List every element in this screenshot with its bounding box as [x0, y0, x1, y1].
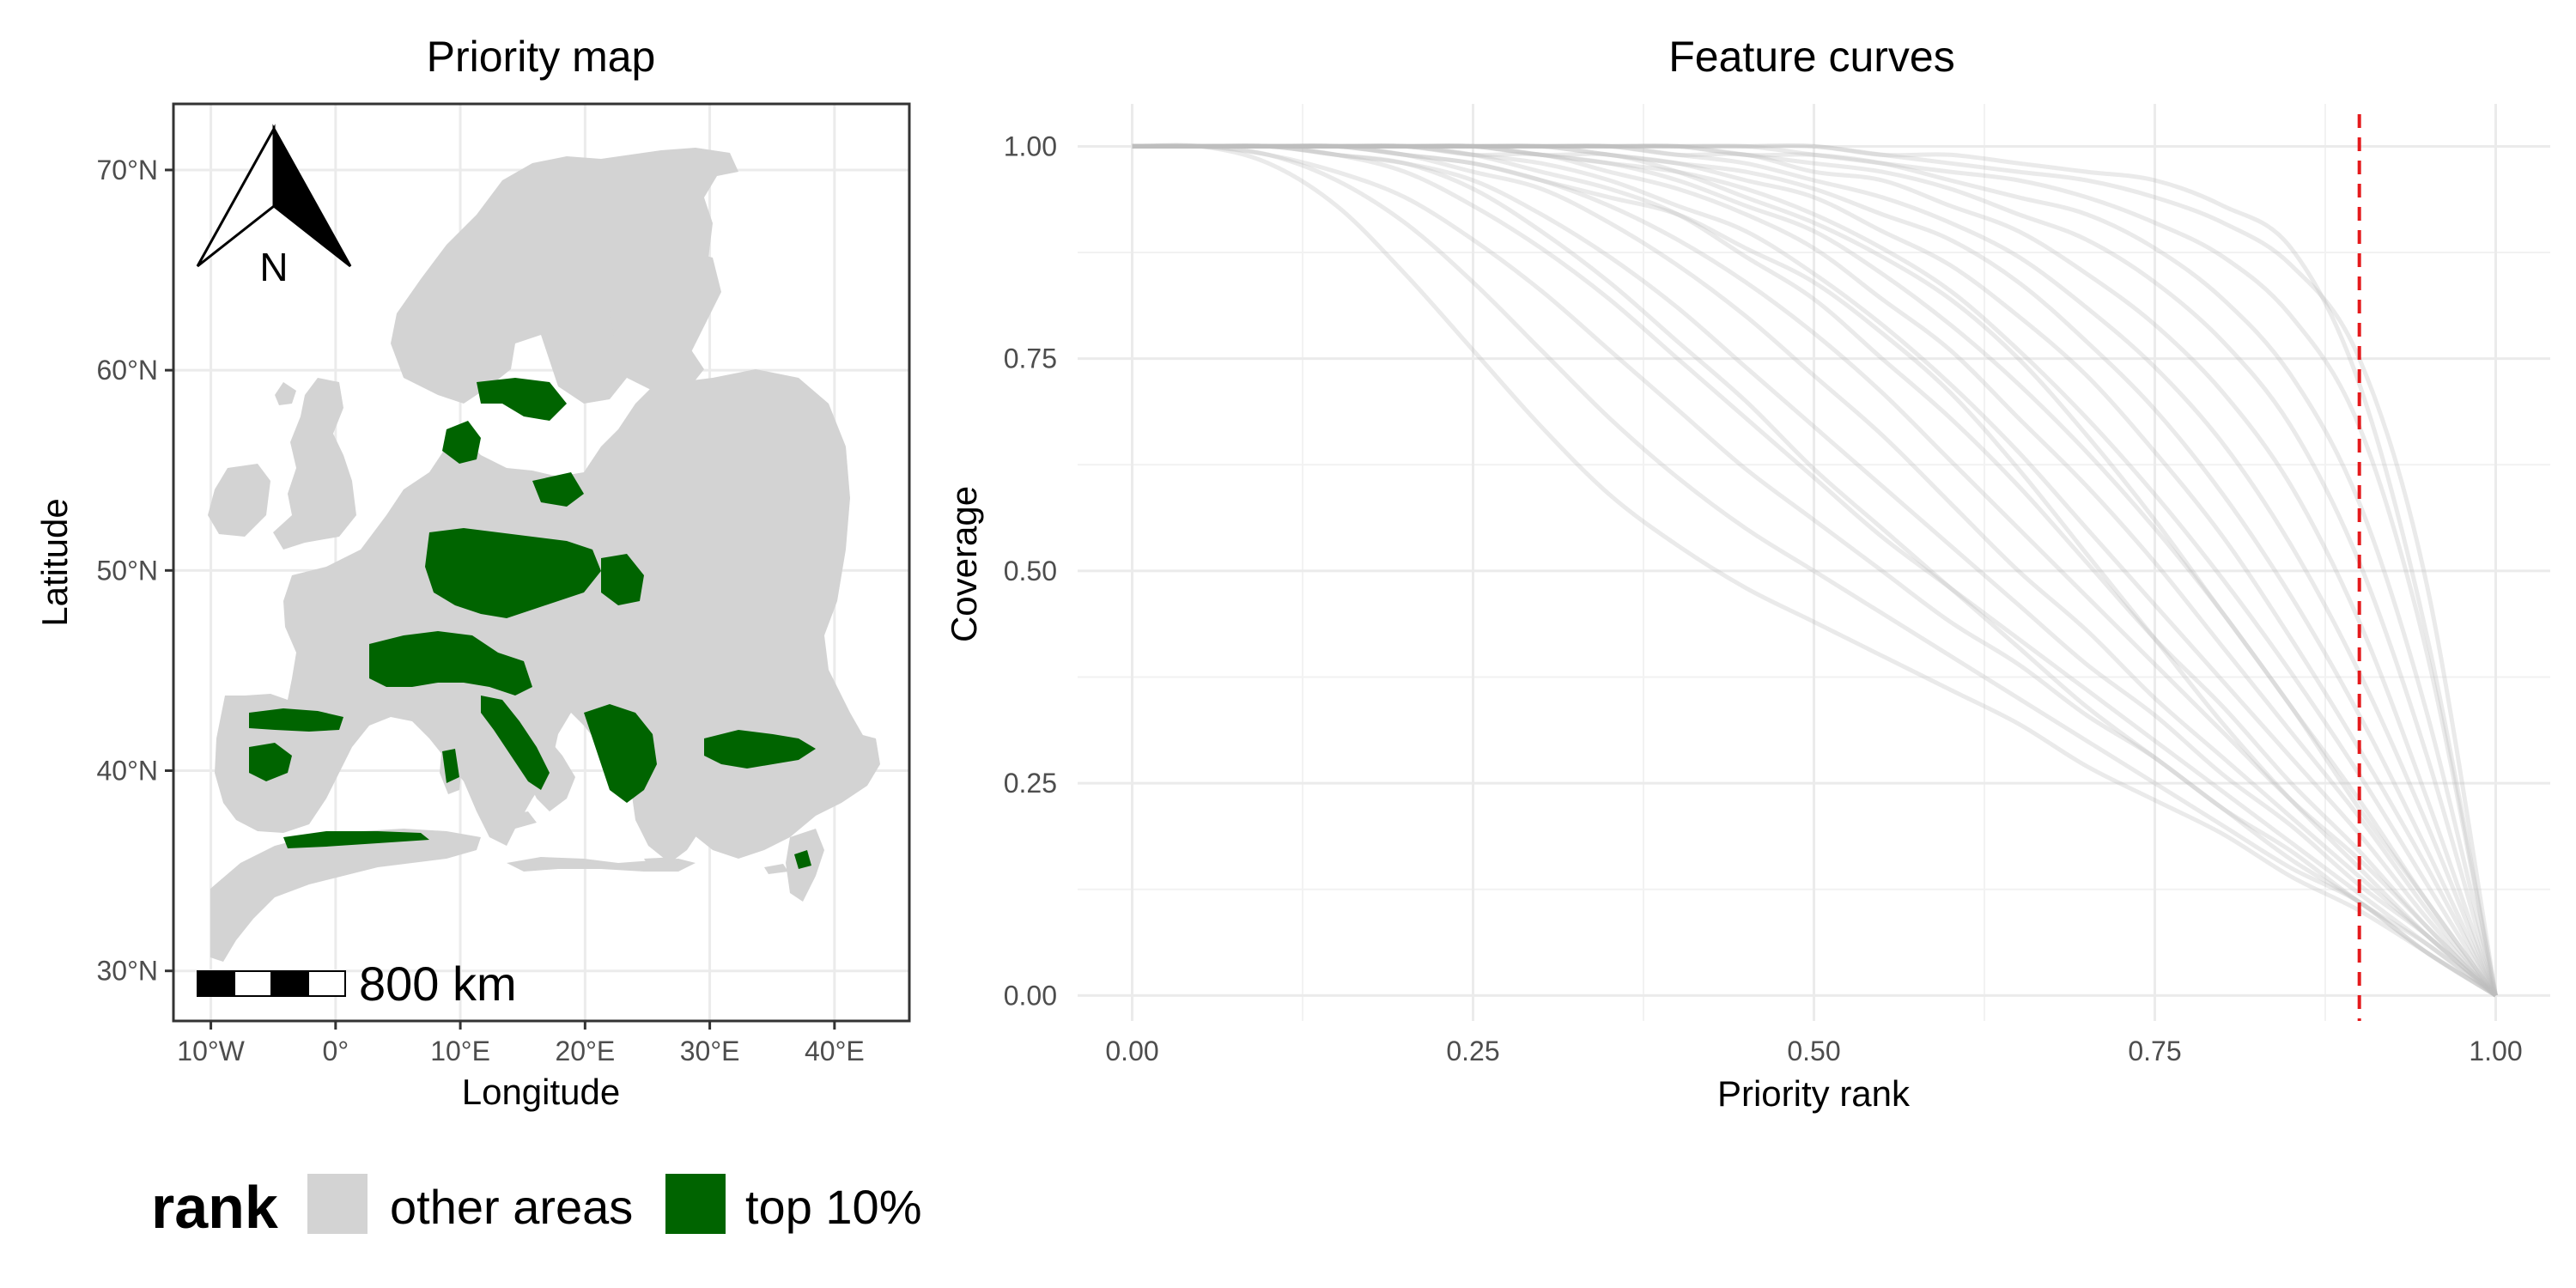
feature-curve-18: [1132, 143, 2498, 996]
feature-curve-5: [1132, 143, 2498, 998]
feature-curve-1: [1132, 143, 2497, 998]
top10-italy-apennines: [481, 696, 550, 790]
map-x-axis-title: Longitude: [462, 1072, 621, 1112]
map-x-tick-label-5: 40°E: [805, 1036, 865, 1066]
feature-curve-2: [1132, 143, 2497, 998]
crete-land: [644, 857, 678, 866]
feature-curve-21: [1132, 143, 2498, 996]
top10-sardinia: [442, 749, 459, 783]
top10-alps: [369, 631, 532, 696]
feature-curve-6: [1132, 143, 2498, 998]
map-x-tick-label-1: 0°: [323, 1036, 349, 1066]
finland-land: [610, 249, 721, 369]
curves-x-tick-label-1: 0.25: [1446, 1036, 1499, 1066]
legend-swatch-top-10: [665, 1174, 726, 1234]
map-y-tick-label-2: 50°N: [97, 555, 159, 586]
feature-curve-11: [1132, 143, 2498, 997]
map-y-tick-label-3: 60°N: [97, 355, 159, 386]
north-arrow-label: N: [259, 245, 288, 289]
curves-x-tick-label-2: 0.50: [1787, 1036, 1840, 1066]
feature-curve-10: [1132, 143, 2498, 997]
cyprus-land: [764, 864, 788, 874]
feature-curve-15: [1132, 143, 2498, 997]
top10-pyrenees: [249, 708, 343, 732]
feature-curve-12: [1132, 143, 2498, 997]
feature-curve-14: [1132, 143, 2498, 997]
map-y-tick-label-4: 70°N: [97, 155, 159, 185]
map-x-tick-label-3: 20°E: [555, 1036, 615, 1066]
north-arrow-right-half: [272, 124, 352, 268]
feature-curve-9: [1132, 143, 2498, 997]
top10-anatolia: [704, 730, 816, 769]
feature-curve-17: [1132, 143, 2498, 996]
north-africa-land: [210, 829, 481, 962]
curves-x-axis-title: Priority rank: [1717, 1073, 1911, 1114]
curves-y-axis-title: Coverage: [944, 486, 984, 642]
feature-curve-24: [1132, 143, 2498, 997]
curves-title: Feature curves: [1668, 33, 1954, 81]
legend-label-top-10: top 10%: [745, 1180, 922, 1234]
great-britain-land: [273, 378, 356, 550]
feature-curve-4: [1132, 143, 2497, 998]
map-tick-labels: 10°W 0° 10°E 20°E 30°E 40°E 30°N 40°N 50°N 60°N 70…: [97, 155, 865, 1066]
curves-y-tick-label-2: 0.50: [1004, 556, 1057, 586]
top10-iberia-south: [249, 743, 292, 781]
top10-balkans: [584, 704, 657, 803]
feature-curve-16: [1132, 143, 2498, 997]
curves-y-tick-label-0: 0.00: [1004, 980, 1057, 1011]
scale-bar-segment-2: [234, 970, 272, 997]
top10-baltic-coast: [532, 472, 584, 507]
top10-levant: [794, 850, 811, 869]
curves-y-tick-label-1: 0.25: [1004, 768, 1057, 799]
ireland-land: [208, 464, 270, 537]
feature-curve-23: [1132, 143, 2497, 998]
top10-central-europe: [425, 528, 601, 618]
legend: rank other areas top 10%: [151, 1174, 922, 1241]
legend-title: rank: [151, 1174, 278, 1241]
curves-x-tick-label-3: 0.75: [2128, 1036, 2181, 1066]
curves-y-tick-label-3: 0.75: [1004, 343, 1057, 374]
curves-y-tick-label-4: 1.00: [1004, 131, 1057, 161]
map-y-axis-title: Latitude: [34, 498, 75, 626]
curves-gridlines: [1078, 104, 2550, 1021]
scale-bar-segment-1: [197, 970, 235, 997]
feature-curve-13: [1132, 143, 2498, 997]
curves-tick-labels: 0.00 0.25 0.50 0.75 1.00 0.00 0.25 0.50 0.75 1.00: [1004, 131, 2523, 1066]
map-panel-border: [172, 102, 911, 1023]
map-y-tick-label-0: 30°N: [97, 956, 159, 987]
legend-swatch-other-areas: [307, 1174, 368, 1234]
feature-curve-20: [1132, 143, 2498, 996]
top10-norway-south: [477, 378, 567, 421]
curves-x-tick-label-4: 1.00: [2469, 1036, 2522, 1066]
scale-bar: 800 km: [197, 957, 517, 1011]
feature-curve-7: [1132, 143, 2498, 998]
top10-south-sweden: [442, 421, 481, 464]
top10-carpathians: [601, 554, 644, 605]
curves-panel: Feature curves 0.00 0.25 0.50 0.75 1.000.000…: [944, 33, 2550, 1114]
scale-bar-segment-3: [270, 970, 309, 997]
map-panel: Priority map: [34, 33, 911, 1112]
iceland-land: [275, 382, 296, 405]
map-title: Priority map: [427, 33, 656, 81]
scale-bar-label: 800 km: [359, 957, 517, 1011]
legend-label-other-areas: other areas: [390, 1180, 633, 1234]
feature-curve-8: [1132, 143, 2498, 998]
map-x-tick-label-4: 30°E: [680, 1036, 740, 1066]
feature-curve-3: [1132, 143, 2497, 998]
land-top-10-percent: [249, 378, 816, 869]
scale-bar-segment-4: [307, 970, 346, 997]
top10-maghreb-coast: [283, 831, 429, 848]
map-x-tick-label-2: 10°E: [430, 1036, 490, 1066]
map-y-tick-label-1: 40°N: [97, 756, 159, 787]
libya-coast-land: [507, 857, 696, 872]
curves-series-group: [1132, 143, 2498, 998]
north-arrow: N: [196, 124, 352, 289]
map-x-tick-label-0: 10°W: [177, 1036, 245, 1066]
feature-curve-22: [1132, 143, 2498, 998]
curves-x-tick-label-0: 0.00: [1105, 1036, 1158, 1066]
sicily-land: [502, 811, 537, 829]
